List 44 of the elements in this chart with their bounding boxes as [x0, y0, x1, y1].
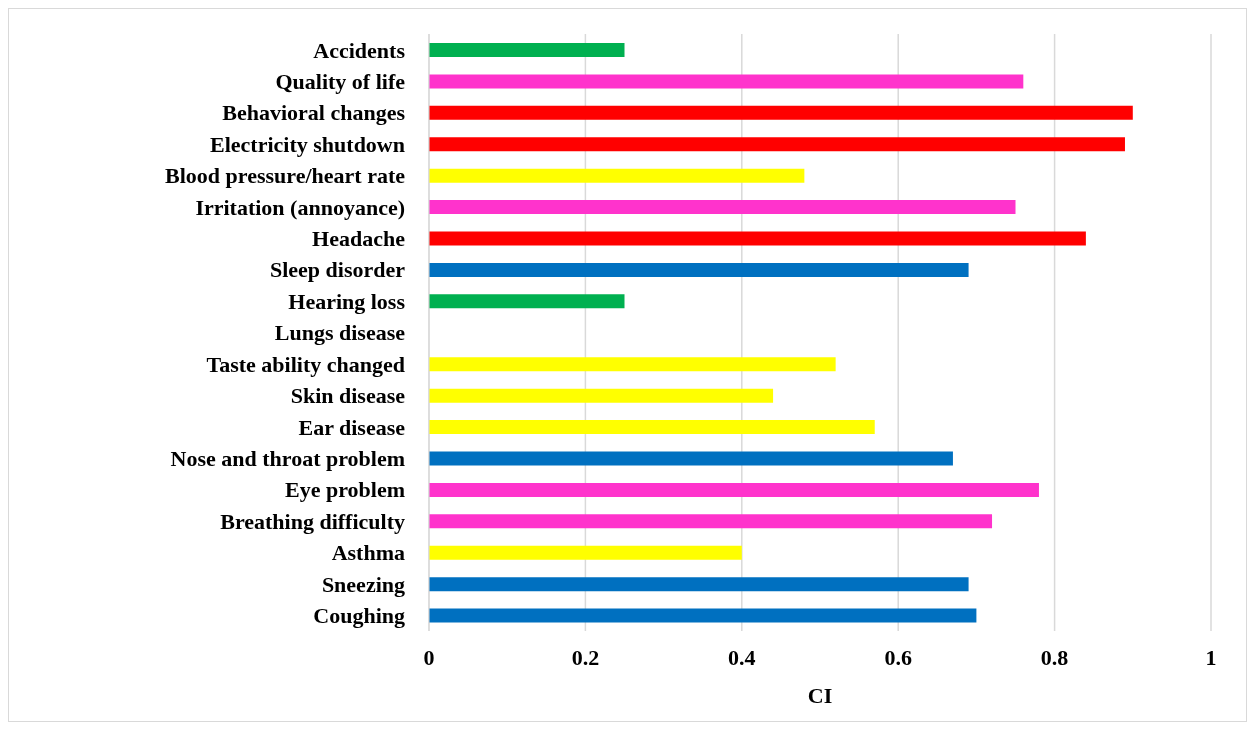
y-tick-label: Taste ability changed — [206, 351, 405, 377]
bar — [429, 43, 625, 57]
bar — [429, 451, 953, 466]
bar — [429, 105, 1133, 120]
x-axis-title: CI — [807, 683, 833, 708]
x-tick-label: 1 — [1205, 644, 1217, 670]
y-tick-label: Blood pressure/heart rate — [165, 163, 406, 189]
x-tick-label: 0.8 — [1040, 644, 1069, 670]
bar — [429, 608, 977, 623]
y-tick-label: Headache — [312, 226, 406, 252]
x-tick-label: 0.4 — [728, 644, 756, 670]
y-tick-label: Ear disease — [298, 414, 406, 440]
y-tick-label: Eye problem — [285, 477, 405, 503]
y-tick-label: Irritation (annoyance) — [195, 194, 405, 220]
y-tick-label: Accidents — [313, 37, 406, 63]
bar — [429, 482, 1039, 497]
y-tick-label: Electricity shutdown — [210, 131, 405, 157]
bar — [429, 514, 993, 529]
bar — [429, 74, 1024, 89]
bar — [429, 388, 774, 403]
bar — [429, 231, 1086, 246]
y-tick-label: Asthma — [331, 540, 405, 566]
y-tick-label: Sneezing — [321, 571, 405, 597]
y-tick-label: Behavioral changes — [222, 100, 406, 126]
bar — [429, 294, 625, 309]
y-tick-label: Skin disease — [290, 383, 406, 409]
bar — [429, 420, 875, 435]
y-tick-label: Sleep disorder — [269, 257, 406, 283]
bar — [429, 545, 742, 560]
x-tick-label: 0.6 — [884, 644, 912, 670]
bar — [429, 200, 1016, 215]
y-tick-label: Lungs disease — [274, 320, 406, 346]
y-tick-label: Coughing — [313, 603, 405, 629]
bar — [429, 137, 1125, 152]
x-tick-label: 0 — [423, 644, 435, 670]
bar — [429, 357, 836, 372]
x-tick-label: 0.2 — [571, 644, 600, 670]
y-tick-label: Nose and throat problem — [170, 445, 405, 471]
y-tick-label: Hearing loss — [288, 288, 406, 314]
y-tick-label: Quality of life — [275, 68, 406, 94]
y-tick-label: Breathing difficulty — [220, 508, 405, 534]
bar — [429, 577, 969, 592]
bar — [429, 262, 969, 277]
bar — [429, 168, 805, 183]
